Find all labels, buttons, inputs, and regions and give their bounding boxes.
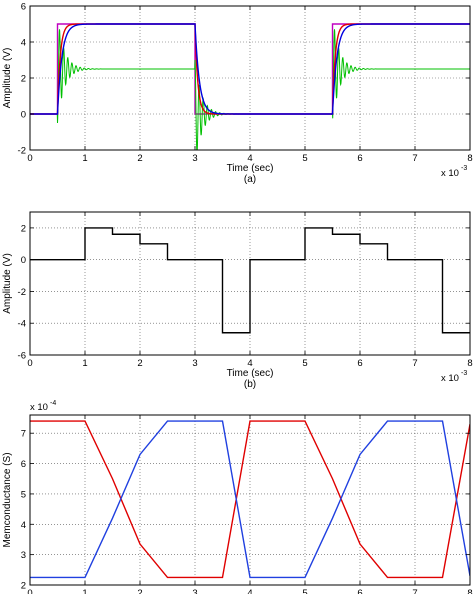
- series-line-3: [30, 23, 470, 115]
- x-tick-label: 4: [247, 358, 252, 369]
- x-tick-label: 6: [357, 153, 362, 164]
- y-tick-label: 4: [21, 520, 26, 531]
- x-tick-label: 5: [302, 358, 307, 369]
- x-tick-label: 2: [137, 153, 142, 164]
- x-scale-exponent: -3: [461, 165, 467, 172]
- chart-panel-b: 0 1 2 3 4 5 6 7 8 -6 -4 -2 0 2 Time (sec)(b) Amplitude …: [2, 211, 473, 390]
- series-line-0: [30, 227, 470, 334]
- x-axis-label: Time (sec): [227, 368, 274, 379]
- x-tick-label: 5: [302, 153, 307, 164]
- y-tick-label: 0: [21, 255, 26, 266]
- x-tick-label: 6: [357, 588, 362, 594]
- x-tick-label: 2: [137, 358, 142, 369]
- x-tick-label: 6: [357, 358, 362, 369]
- x-tick-label: 1: [82, 153, 87, 164]
- y-tick-label: -4: [18, 319, 26, 330]
- x-tick-label: 5: [302, 588, 307, 594]
- x-tick-label: 7: [412, 588, 417, 594]
- x-tick-label: 4: [247, 153, 252, 164]
- y-tick-label: 0: [21, 110, 26, 121]
- x-tick-label: 8: [467, 153, 472, 164]
- x-tick-label: 3: [192, 588, 197, 594]
- y-tick-label: 7: [21, 429, 26, 440]
- y-tick-label: 2: [21, 74, 26, 85]
- x-tick-label: 1: [82, 358, 87, 369]
- x-tick-label: 3: [192, 358, 197, 369]
- x-axis-label: Time (sec): [227, 163, 274, 174]
- x-scale-label: x 10: [441, 373, 459, 384]
- x-tick-label: 1: [82, 588, 87, 594]
- panel-caption: (a): [244, 174, 256, 185]
- x-tick-label: 8: [467, 358, 472, 369]
- x-scale-label: x 10: [441, 168, 459, 179]
- x-tick-label: 2: [137, 588, 142, 594]
- y-tick-label: -6: [18, 351, 26, 362]
- x-tick-label: 0: [27, 153, 32, 164]
- y-tick-label: -2: [18, 146, 26, 157]
- y-tick-label: 3: [21, 550, 26, 561]
- x-tick-label: 0: [27, 358, 32, 369]
- y-tick-label: 2: [21, 581, 26, 592]
- x-tick-label: 7: [412, 358, 417, 369]
- y-scale-exponent: -4: [50, 400, 56, 407]
- y-axis-label: Amplitude (V): [2, 253, 13, 314]
- y-tick-label: -2: [18, 287, 26, 298]
- x-tick-label: 8: [467, 588, 472, 594]
- chart-panel-c: 012345678234567Time (sec)(c)Memconductan…: [2, 400, 473, 594]
- y-tick-label: 6: [21, 2, 26, 13]
- x-tick-label: 7: [412, 153, 417, 164]
- series-line-1: [30, 420, 470, 579]
- y-axis-label: Amplitude (V): [2, 48, 13, 109]
- y-tick-label: 5: [21, 489, 26, 500]
- x-scale-exponent: -3: [461, 370, 467, 377]
- y-axis-label: Memconductance (S): [2, 452, 13, 547]
- panel-caption: (b): [244, 379, 256, 390]
- y-scale-label: x 10: [30, 402, 48, 413]
- x-tick-label: 4: [247, 588, 252, 594]
- y-tick-label: 6: [21, 459, 26, 470]
- series-line-0: [30, 420, 470, 579]
- y-tick-label: 2: [21, 223, 26, 234]
- y-tick-label: 4: [21, 38, 26, 49]
- x-tick-label: 0: [27, 588, 32, 594]
- x-tick-label: 3: [192, 153, 197, 164]
